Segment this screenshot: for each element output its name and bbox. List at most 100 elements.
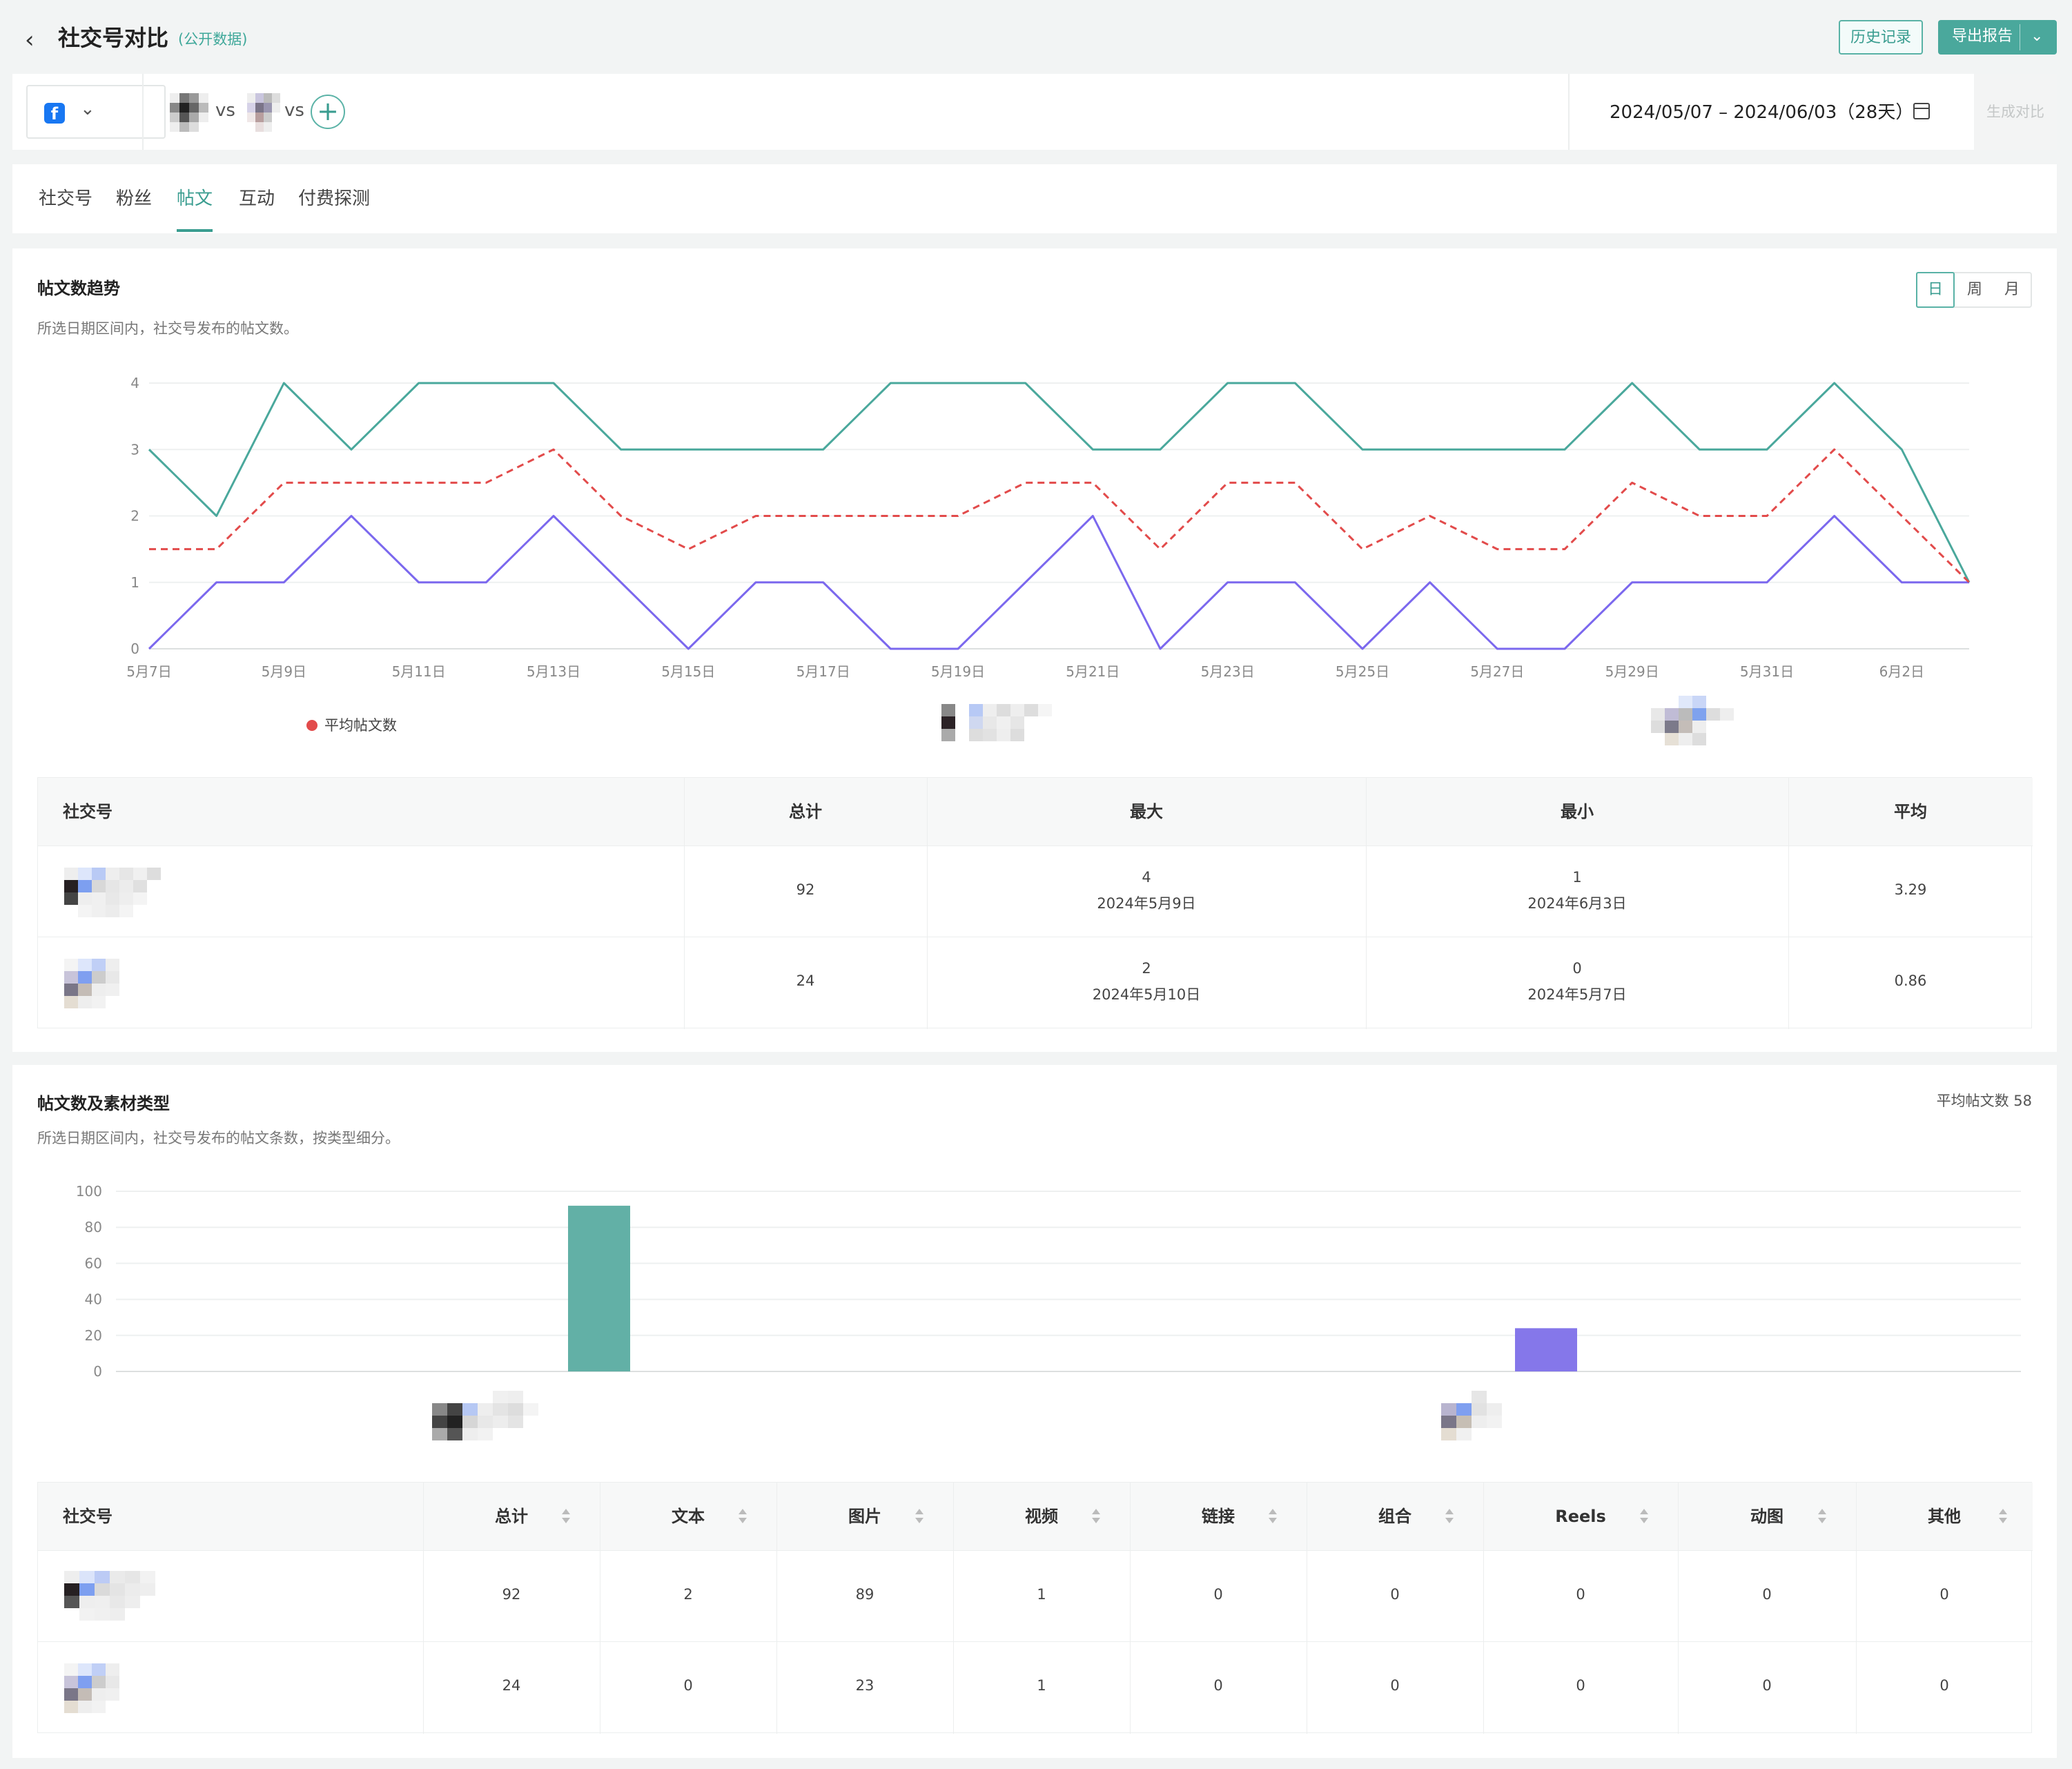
sort-icon[interactable] xyxy=(1268,1508,1278,1525)
sort-icon[interactable] xyxy=(1998,1508,2008,1525)
x-tick-label: 5月21日 xyxy=(1066,663,1120,680)
header-combo-label: 组合 xyxy=(1378,1507,1411,1526)
facebook-icon: f xyxy=(44,103,65,124)
tab-bar: 社交号 粉丝 帖文 互动 付费探测 xyxy=(12,164,2057,233)
table-row-account-avatar[interactable] xyxy=(64,959,133,1008)
sort-icon[interactable] xyxy=(1091,1508,1101,1525)
types-row1-image: 89 xyxy=(855,1586,874,1603)
x-tick-label: 5月31日 xyxy=(1740,663,1794,680)
row1-total: 92 xyxy=(796,881,815,898)
header-gif-label: 动图 xyxy=(1750,1507,1783,1526)
types-row2-combo: 0 xyxy=(1390,1677,1400,1694)
platform-select[interactable]: f ⌄ xyxy=(26,85,166,139)
table-header-text[interactable]: 文本 xyxy=(600,1483,776,1550)
table-row-account-avatar[interactable] xyxy=(64,1663,133,1713)
table-header-other[interactable]: 其他 xyxy=(1856,1483,2033,1550)
chevron-down-icon[interactable]: ⌄ xyxy=(2031,28,2044,45)
post-types-table: 社交号 总计 文本 图片 视频 链接 组合 Reels 动图 其他 92 2 8… xyxy=(37,1482,2033,1734)
vs-label: vs xyxy=(215,100,235,121)
x-tick-label: 5月13日 xyxy=(527,663,580,680)
period-month[interactable]: 月 xyxy=(2004,281,2020,298)
table-row-account-avatar[interactable] xyxy=(64,1571,155,1621)
trend-title: 帖文数趋势 xyxy=(37,279,120,298)
export-report-button[interactable]: 导出报告 ⌄ xyxy=(1938,20,2057,55)
types-row1-total: 92 xyxy=(502,1586,521,1603)
legend-account-1[interactable] xyxy=(941,704,1052,741)
bar-account-2[interactable] xyxy=(1515,1328,1577,1371)
divider xyxy=(1568,74,1570,150)
table-header-reels[interactable]: Reels xyxy=(1483,1483,1678,1550)
sort-icon[interactable] xyxy=(738,1508,747,1525)
table-divider xyxy=(684,778,685,1029)
types-row1-reels: 0 xyxy=(1576,1586,1585,1603)
y-tick-label: 0 xyxy=(93,1363,102,1380)
y-tick-label: 4 xyxy=(130,375,139,391)
table-header-min: 最小 xyxy=(1366,778,1788,846)
table-header-account: 社交号 xyxy=(38,778,684,846)
header-video-label: 视频 xyxy=(1025,1507,1058,1526)
sort-icon[interactable] xyxy=(915,1508,924,1525)
tab-fans[interactable]: 粉丝 xyxy=(116,188,153,209)
sort-icon[interactable] xyxy=(561,1508,571,1525)
types-description: 所选日期区间内，社交号发布的帖文条数，按类型细分。 xyxy=(37,1130,400,1146)
history-button[interactable]: 历史记录 xyxy=(1839,20,1923,55)
types-title: 帖文数及素材类型 xyxy=(37,1094,170,1113)
bar-account-1[interactable] xyxy=(568,1205,630,1371)
add-account-button[interactable]: + xyxy=(311,95,345,129)
account-avatar-1[interactable] xyxy=(170,93,208,132)
series-line-1[interactable] xyxy=(148,382,1971,583)
series-line-3[interactable] xyxy=(149,448,1971,583)
calendar-icon[interactable] xyxy=(1913,103,1930,119)
types-row2-text: 0 xyxy=(683,1677,693,1694)
back-arrow-icon[interactable]: ‹ xyxy=(25,26,35,54)
table-header-image[interactable]: 图片 xyxy=(776,1483,953,1550)
row1-min-date: 2024年6月3日 xyxy=(1527,895,1627,912)
sort-icon[interactable] xyxy=(1817,1508,1827,1525)
date-range-picker[interactable]: 2024/05/07 – 2024/06/03（28天） xyxy=(1610,102,1914,123)
table-header-combo[interactable]: 组合 xyxy=(1307,1483,1483,1550)
table-divider xyxy=(1856,1483,1857,1734)
table-divider xyxy=(38,1550,2033,1551)
bar-account-label-2 xyxy=(1441,1391,1502,1440)
sort-icon[interactable] xyxy=(1639,1508,1649,1525)
legend-account-2[interactable] xyxy=(1651,696,1734,745)
legend-avg-marker xyxy=(306,720,317,731)
table-header-account: 社交号 xyxy=(38,1483,423,1550)
y-tick-label: 0 xyxy=(130,641,139,657)
period-toggle: 日 周 月 xyxy=(1916,272,2032,308)
x-tick-label: 5月17日 xyxy=(796,663,850,680)
types-row2-reels: 0 xyxy=(1576,1677,1585,1694)
generate-compare-button[interactable]: 生成对比 xyxy=(1974,74,2057,150)
legend-avg-label: 平均帖文数 xyxy=(324,717,397,734)
trend-description: 所选日期区间内，社交号发布的帖文数。 xyxy=(37,320,298,337)
export-report-label: 导出报告 xyxy=(1952,28,2013,45)
x-tick-label: 5月9日 xyxy=(262,663,306,680)
tab-interaction[interactable]: 互动 xyxy=(239,188,275,209)
tab-posts[interactable]: 帖文 xyxy=(177,188,213,209)
account-avatar-2[interactable] xyxy=(247,93,280,132)
page-title: 社交号对比 xyxy=(58,25,169,51)
table-row-account-avatar[interactable] xyxy=(64,868,161,917)
post-types-bar-chart: 0 20 40 60 80 100 xyxy=(76,1183,2021,1380)
x-tick-label: 5月19日 xyxy=(931,663,985,680)
bar-account-label-1 xyxy=(432,1391,538,1440)
post-trend-card: 帖文数趋势 所选日期区间内，社交号发布的帖文数。 日 周 月 0 1 2 3 4 5月7日… xyxy=(12,248,2057,1052)
y-tick-label: 40 xyxy=(85,1291,102,1308)
series-line-2[interactable] xyxy=(148,515,1969,650)
table-header-video[interactable]: 视频 xyxy=(953,1483,1130,1550)
period-day[interactable]: 日 xyxy=(1916,272,1955,308)
table-header-link[interactable]: 链接 xyxy=(1130,1483,1307,1550)
row1-max-date: 2024年5月9日 xyxy=(1097,895,1196,912)
tab-accounts[interactable]: 社交号 xyxy=(39,188,93,209)
row2-avg: 0.86 xyxy=(1894,973,1927,989)
table-header-gif[interactable]: 动图 xyxy=(1678,1483,1856,1550)
header-image-label: 图片 xyxy=(848,1507,881,1526)
types-avg-label: 平均帖文数 58 xyxy=(1936,1093,2032,1109)
sort-icon[interactable] xyxy=(1445,1508,1454,1525)
header-total-label: 总计 xyxy=(495,1507,528,1526)
table-header-total[interactable]: 总计 xyxy=(423,1483,600,1550)
tab-paid-detection[interactable]: 付费探测 xyxy=(298,188,371,209)
period-week[interactable]: 周 xyxy=(1966,281,1982,298)
row2-max: 2 xyxy=(1142,960,1151,977)
types-row1-video: 1 xyxy=(1037,1586,1046,1603)
